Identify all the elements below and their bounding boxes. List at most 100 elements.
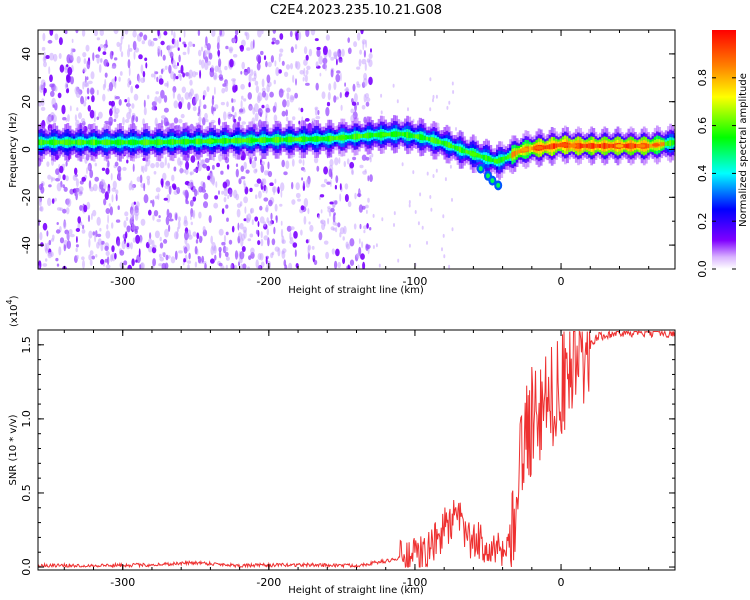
noise-speckle [238,178,242,185]
noise-speckle [82,67,87,73]
noise-speckle [221,241,226,246]
noise-speckle [252,39,255,49]
noise-speckle [247,238,252,242]
ridge-cell [189,139,192,144]
ridge-cell [49,140,52,145]
noise-speckle [358,204,363,213]
noise-speckle [210,258,215,264]
noise-speckle [196,232,200,240]
ridge-cell [200,138,203,144]
noise-speckle [437,122,440,127]
noise-speckle [281,250,286,259]
noise-speckle [330,207,335,213]
ridge-cell [533,146,536,151]
noise-speckle [47,39,53,44]
ridge-cell [664,141,668,146]
noise-speckle [286,92,290,100]
noise-speckle [168,218,174,222]
noise-speckle [219,70,222,75]
noise-speckle [247,92,252,100]
noise-speckle [349,161,355,169]
noise-speckle [98,111,103,119]
noise-speckle [240,100,243,109]
noise-speckle [249,233,254,238]
noise-speckle [234,30,239,36]
noise-speckle [183,246,188,254]
noise-speckle [332,203,336,208]
ridge-peak [535,145,544,150]
colorbar-tick-label: 0.0 [696,260,709,278]
noise-speckle [351,169,354,176]
noise-speckle [105,39,108,48]
noise-speckle [266,228,269,236]
noise-speckle [105,230,111,239]
colorbar-tick-label: 0.8 [696,69,709,87]
noise-speckle [255,259,259,269]
noise-speckle [176,39,179,50]
noise-speckle [292,74,295,83]
noise-speckle [94,234,97,243]
noise-speckle [187,101,191,111]
noise-speckle [221,208,225,215]
noise-speckle [312,255,316,259]
noise-speckle [213,72,218,81]
noise-speckle [430,207,433,212]
noise-speckle [313,259,318,266]
noise-speckle [335,175,339,184]
noise-speckle [151,106,156,111]
noise-speckle [417,221,420,226]
noise-speckle [294,92,298,99]
noise-speckle [168,224,171,232]
noise-speckle [68,229,73,235]
ridge-cell [301,136,304,143]
noise-speckle [69,105,72,112]
noise-speckle [358,58,362,67]
noise-speckle [131,223,135,231]
noise-speckle [118,176,121,182]
noise-speckle [131,258,135,267]
noise-speckle [380,93,383,98]
ridge-cell [184,138,188,145]
noise-speckle [203,49,208,58]
noise-speckle [301,116,304,122]
noise-speckle [198,235,203,244]
y-tick-label: 0.0 [20,558,33,576]
noise-speckle [278,55,281,63]
ridge-cell [485,155,488,161]
ridge-cell [423,135,427,141]
noise-speckle [231,225,235,233]
noise-speckle [217,49,221,57]
noise-speckle [99,227,102,232]
noise-speckle [41,46,46,51]
noise-speckle [208,52,213,60]
noise-speckle [243,98,247,102]
noise-speckle [432,174,435,178]
noise-speckle [303,59,308,66]
noise-speckle [108,203,111,207]
noise-speckle [89,250,94,256]
noise-speckle [149,232,152,240]
ridge-cell [410,133,414,138]
noise-speckle [224,65,228,71]
noise-speckle [219,30,222,36]
noise-speckle [351,101,357,106]
ridge-cell [287,136,291,143]
noise-speckle [119,249,125,256]
noise-speckle [367,175,370,182]
noise-speckle [189,79,193,86]
noise-speckle [206,165,211,171]
noise-speckle [198,49,202,57]
noise-speckle [205,36,208,46]
ridge-cell [121,139,124,145]
ridge-cell [265,137,269,143]
ridge-cell [412,134,416,138]
ridge-cell [404,132,407,138]
ridge-cell [103,139,107,146]
noise-speckle [297,198,301,202]
ridge-cell [645,143,648,149]
ridge-cell [154,140,157,145]
noise-speckle [166,194,171,203]
noise-speckle [432,94,435,99]
ridge-cell [222,138,225,144]
